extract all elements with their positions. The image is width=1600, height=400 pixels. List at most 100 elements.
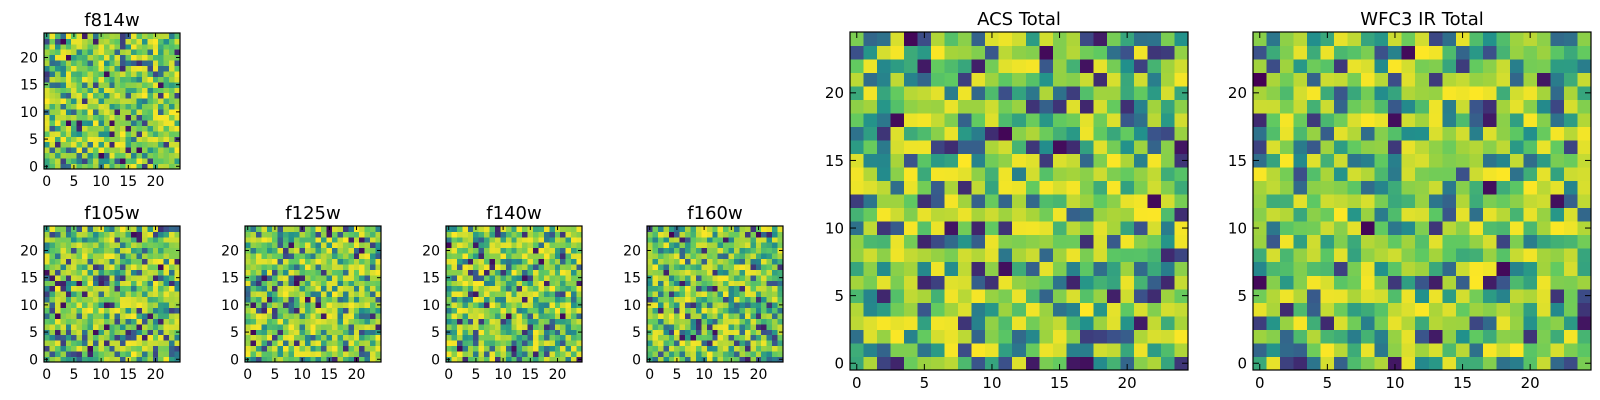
heatmap-cell <box>755 302 762 308</box>
heatmap-cell <box>777 307 784 314</box>
heatmap-cell <box>103 76 110 83</box>
heatmap-cell <box>877 234 891 249</box>
heatmap-cell <box>576 285 583 292</box>
heatmap-cell <box>685 329 691 336</box>
heatmap-cell <box>657 236 664 243</box>
heatmap-cell <box>1334 140 1349 155</box>
x-tick-label: 10 <box>293 367 311 383</box>
heatmap-cell <box>1415 99 1430 114</box>
heatmap-cell <box>484 318 490 325</box>
heatmap-cell <box>1307 234 1321 249</box>
x-tick-label: 10 <box>695 367 713 383</box>
heatmap-cell <box>931 72 946 87</box>
heatmap-cell <box>1147 329 1162 344</box>
heatmap-cell <box>533 280 539 287</box>
heatmap-cell <box>326 296 333 303</box>
x-tick-label: 0 <box>1255 374 1265 392</box>
heatmap-cell <box>131 264 137 270</box>
heatmap-cell <box>71 258 78 265</box>
heatmap-cell <box>1577 126 1592 141</box>
heatmap-cell <box>109 114 116 121</box>
heatmap-cell <box>863 194 878 209</box>
heatmap-cell <box>125 334 132 341</box>
heatmap-cell <box>679 269 686 276</box>
heatmap-cell <box>348 296 355 303</box>
heatmap-cell <box>87 264 94 270</box>
heatmap-cell <box>103 141 110 148</box>
heatmap-cell <box>82 98 88 105</box>
heatmap-cell <box>484 302 490 308</box>
heatmap-cell <box>744 280 751 287</box>
heatmap-cell <box>931 113 946 128</box>
heatmap-cell <box>136 114 143 121</box>
heatmap-cell <box>169 60 175 67</box>
heatmap-cell <box>1307 261 1321 276</box>
heatmap-cell <box>971 126 986 141</box>
heatmap-cell <box>565 329 572 336</box>
heatmap-cell <box>44 323 50 330</box>
heatmap-cell <box>255 351 262 357</box>
heatmap-cell <box>1415 113 1430 128</box>
heatmap-cell <box>131 242 137 249</box>
heatmap-cell <box>734 313 740 319</box>
heatmap-cell <box>1496 207 1511 222</box>
heatmap-cell <box>364 340 371 347</box>
heatmap-cell <box>701 351 708 357</box>
heatmap-cell <box>1106 167 1121 182</box>
heatmap-cell <box>755 313 762 319</box>
heatmap-cell <box>484 291 490 298</box>
heatmap-cell <box>174 258 181 265</box>
heatmap-cell <box>1052 59 1067 73</box>
heatmap-cell <box>60 103 67 110</box>
heatmap-cell <box>304 318 311 325</box>
heatmap-cell <box>65 291 72 298</box>
heatmap-cell <box>917 180 932 195</box>
heatmap-cell <box>1415 45 1430 60</box>
heatmap-cell <box>1496 45 1511 60</box>
heatmap-cell <box>739 323 746 330</box>
heatmap-cell <box>141 33 148 39</box>
heatmap-cell <box>1388 261 1403 276</box>
heatmap-cell <box>985 45 1000 60</box>
heatmap-cell <box>1133 302 1148 317</box>
heatmap-cell <box>538 247 545 254</box>
heatmap-cell <box>478 302 485 308</box>
heatmap-cell <box>245 345 251 352</box>
heatmap-cell <box>131 226 137 232</box>
heatmap-cell <box>245 334 251 341</box>
heatmap-cell <box>125 125 132 132</box>
heatmap-cell <box>1536 126 1551 141</box>
heatmap-cell <box>87 247 94 254</box>
heatmap-cell <box>353 318 360 325</box>
heatmap-cell <box>1253 99 1267 114</box>
heatmap-cell <box>103 163 110 170</box>
heatmap-cell <box>65 147 72 154</box>
heatmap-cell <box>494 242 501 249</box>
heatmap-cell <box>744 291 751 298</box>
heatmap-cell <box>484 264 490 270</box>
heatmap-cell <box>1253 180 1267 195</box>
heatmap-cell <box>850 59 864 73</box>
heatmap-cell <box>467 231 474 238</box>
heatmap-cell <box>695 253 702 260</box>
heatmap-cell <box>850 194 864 209</box>
heatmap-cell <box>451 334 458 341</box>
heatmap-cell <box>863 275 878 290</box>
heatmap-cell <box>538 323 545 330</box>
heatmap-cell <box>1079 342 1094 357</box>
heatmap-cell <box>266 329 273 336</box>
heatmap-cell <box>723 231 729 238</box>
heatmap-cell <box>136 291 143 298</box>
heatmap-cell <box>158 49 165 56</box>
heatmap-cell <box>337 280 344 287</box>
heatmap-cell <box>728 307 735 314</box>
heatmap-cell <box>690 351 697 357</box>
heatmap-cell <box>761 345 768 352</box>
heatmap-cell <box>1266 329 1281 344</box>
heatmap-cell <box>283 313 289 319</box>
heatmap-cell <box>321 274 327 281</box>
heatmap-cell <box>755 351 762 357</box>
panel-title: f105w <box>84 203 139 224</box>
heatmap-cell <box>255 247 262 254</box>
heatmap-cell <box>109 226 116 232</box>
